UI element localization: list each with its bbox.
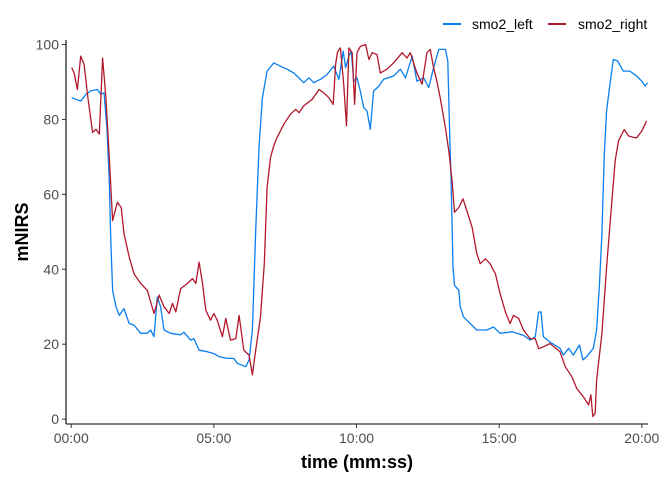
x-tick-label: 15:00 [482,430,517,446]
y-tick-label: 40 [43,261,59,277]
series-layer [71,43,649,418]
x-tick-label: 00:00 [54,430,89,446]
legend: smo2_left smo2_right [443,16,647,32]
y-ticks: 0 20 40 60 80 100 [36,36,66,427]
x-ticks: 00:00 05:00 10:00 15:00 20:00 [54,424,660,446]
y-tick-label: 60 [43,186,59,202]
x-tick-label: 20:00 [624,430,659,446]
legend-label-smo2-left: smo2_left [472,16,533,32]
x-axis-title: time (mm:ss) [301,452,413,472]
y-tick-label: 20 [43,336,59,352]
y-tick-label: 0 [51,411,59,427]
y-tick-label: 100 [36,36,60,52]
x-tick-label: 10:00 [339,430,374,446]
legend-label-smo2-right: smo2_right [578,16,647,32]
series-line-smo2-left [71,48,649,368]
x-tick-label: 05:00 [196,430,231,446]
series-line-smo2-right [71,43,648,418]
y-axis-title: mNIRS [12,202,32,261]
y-tick-label: 80 [43,111,59,127]
